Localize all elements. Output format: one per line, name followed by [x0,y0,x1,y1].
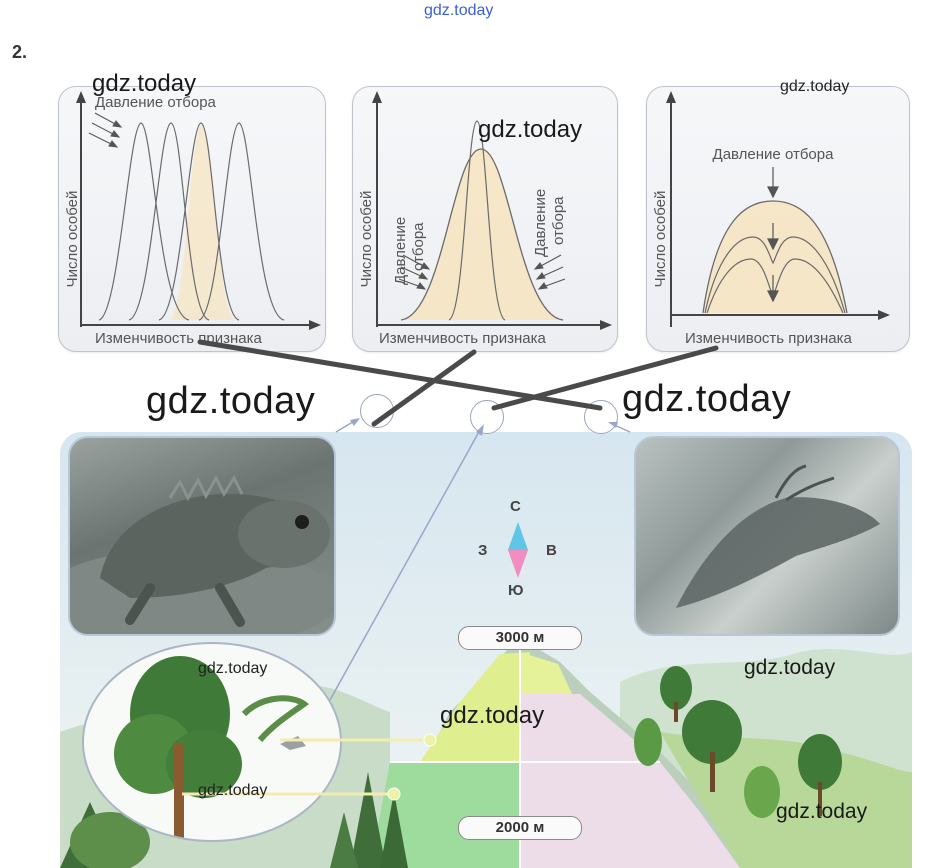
watermark-panel1: gdz.today [92,70,197,97]
altitude-3000: 3000 м [458,626,582,650]
watermark-big-right: gdz.today [622,378,792,420]
compass-west: З [478,542,488,559]
answer-circle-3[interactable] [584,400,618,434]
trees [60,666,842,868]
forest-inset-illustration [114,656,309,840]
panel-disruptive-graph: Давление отбора Число особей Изменчивост… [64,91,321,347]
photo-tuatara [68,436,336,636]
watermark-panel2: gdz.today [478,116,583,143]
photo-moth [634,436,900,636]
pressure-label: Давление отбора [95,94,217,111]
panel-directional-graph: Давление отбора Число особей Изменчивост… [652,91,890,347]
pressure-left-line1: Давление [392,217,409,285]
task-number: 2. [12,42,28,62]
watermark-right-mid: gdz.today [744,656,836,679]
y-axis-label: Число особей [64,191,81,288]
moth-illustration [676,464,880,608]
panel-directional: Давление отбора Число особей Изменчивост… [646,86,910,352]
compass-north: С [510,498,521,515]
forest-inset [82,642,342,842]
y-axis-label: Число особей [652,191,669,288]
pressure-right-line1: Давление [532,189,549,257]
x-axis-label: Изменчивость признака [379,330,547,347]
x-axis-arrow [309,320,321,330]
watermark-mountain: gdz.today [440,702,545,729]
watermark-big-left: gdz.today [146,380,316,422]
pressure-left-line2: отбора [410,222,427,271]
answer-circle-1[interactable] [360,394,394,428]
pressure-right-line2: отбора [550,196,567,245]
y-axis-label: Число особей [358,191,375,288]
answer-circle-2[interactable] [470,400,504,434]
watermark-panel3: gdz.today [780,78,850,95]
altitude-2000: 2000 м [458,816,582,840]
pressure-arrows [88,112,123,148]
panel-disruptive: Давление отбора Число особей Изменчивост… [58,86,326,352]
watermark-inset-1: gdz.today [198,660,268,677]
panel-stabilizing-graph: Давление отбора Давление отбора Число ос… [358,91,612,347]
pressure-label: Давление отбора [713,146,835,163]
x-axis-label: Изменчивость признака [95,330,263,347]
panel-stabilizing: Давление отбора Давление отбора Число ос… [352,86,618,352]
compass-east: В [546,542,557,559]
x-axis-label: Изменчивость признака [685,330,853,347]
watermark-right-bottom: gdz.today [776,800,868,823]
y-axis-arrow [76,91,86,103]
watermark-inset-2: gdz.today [198,782,268,799]
compass-south: Ю [508,582,524,599]
watermark-top: gdz.today [424,2,494,19]
tuatara-illustration [70,474,334,634]
